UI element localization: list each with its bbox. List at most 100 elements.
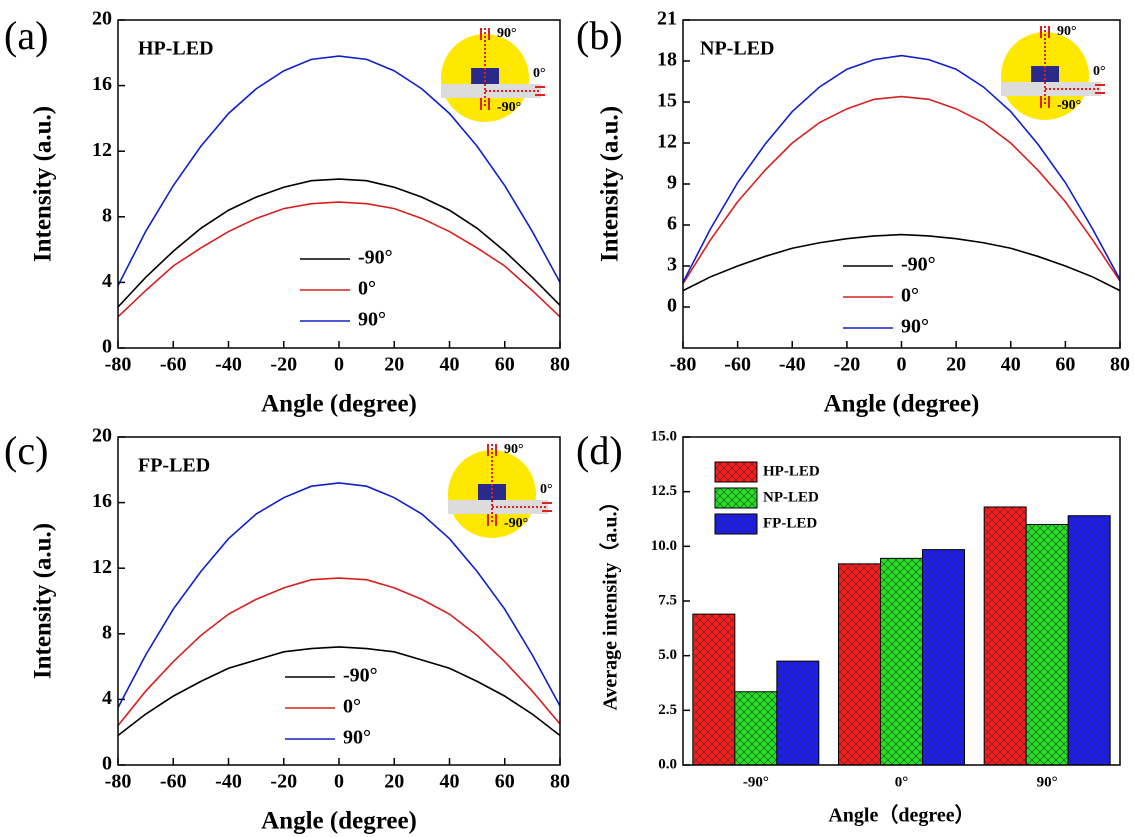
legend-label: 0°	[901, 285, 919, 307]
x-tick-label: 40	[440, 354, 460, 376]
inset-label: 90°	[1057, 24, 1077, 39]
y-tick-label: 4	[102, 687, 112, 709]
x-tick-label: -20	[270, 771, 297, 793]
y-tick-label: 0	[102, 753, 112, 775]
series-line	[682, 233, 1121, 292]
inset-label: 0°	[540, 482, 553, 497]
x-tick-label: -40	[215, 771, 242, 793]
y-tick-label: 20	[92, 8, 112, 30]
x-tick-label: 60	[495, 771, 515, 793]
plot-frame	[117, 436, 561, 766]
legend-label: 90°	[901, 316, 929, 338]
inset-label: -90°	[497, 100, 521, 115]
bar	[880, 557, 923, 766]
series-line	[682, 54, 1121, 283]
panel-label: (d)	[576, 428, 623, 473]
x-tick-label: 40	[1001, 354, 1021, 376]
x-tick-label: 20	[946, 354, 966, 376]
bar	[983, 506, 1027, 766]
bar	[776, 660, 820, 766]
chart-title: NP-LED	[700, 38, 774, 60]
y-tick-label: 12	[92, 139, 112, 161]
y-tick-label: 16	[92, 490, 112, 512]
y-tick-label: 0	[102, 336, 112, 358]
inset-label: 0°	[533, 66, 546, 81]
inset-label: 90°	[497, 26, 517, 41]
series-line	[117, 201, 561, 318]
chart-title: FP-LED	[138, 455, 210, 477]
series-line	[682, 95, 1121, 285]
legend-label: FP-LED	[763, 515, 817, 531]
x-tick-label: 40	[440, 771, 460, 793]
x-tick-label: 0°	[895, 774, 909, 790]
y-tick-label: 6	[667, 213, 677, 235]
inset-label: -90°	[504, 516, 528, 531]
y-axis-label: Intensity (a.u.)	[597, 106, 624, 262]
panel-label: (b)	[576, 13, 623, 58]
inset-label: 0°	[1093, 64, 1106, 79]
panel-label: (c)	[4, 428, 48, 473]
x-tick-label: 60	[495, 354, 515, 376]
series-line	[117, 646, 561, 737]
x-tick-label: 20	[384, 771, 404, 793]
inset-label: 90°	[504, 442, 524, 457]
y-tick-label: 0.0	[658, 756, 677, 772]
y-tick-label: 15.0	[651, 428, 677, 444]
bar	[838, 563, 881, 766]
x-tick-label: 90°	[1037, 774, 1058, 790]
legend-label: 0°	[343, 696, 361, 718]
y-tick-label: 18	[657, 49, 677, 71]
bar	[1067, 515, 1111, 766]
bar	[734, 691, 778, 766]
x-tick-label: -20	[270, 354, 297, 376]
x-tick-label: -60	[160, 771, 187, 793]
series-line	[117, 577, 561, 727]
plot-frame	[682, 436, 1121, 766]
x-tick-label: 0	[897, 354, 907, 376]
y-tick-label: 7.5	[658, 592, 677, 608]
x-tick-label: -60	[160, 354, 187, 376]
y-tick-label: 21	[657, 8, 677, 30]
bar	[922, 549, 965, 766]
y-tick-label: 3	[667, 254, 677, 276]
y-axis-label: Average intensity（a.u.）	[599, 491, 622, 710]
inset-label: -90°	[1057, 98, 1081, 113]
y-tick-label: 20	[92, 425, 112, 447]
x-axis-label: Angle (degree)	[824, 391, 980, 418]
legend-swatch	[714, 513, 758, 535]
y-tick-label: 5.0	[658, 647, 677, 663]
x-tick-label: -40	[215, 354, 242, 376]
x-tick-label: -80	[105, 354, 132, 376]
x-axis-label: Angle (degree)	[261, 391, 417, 418]
y-axis-label: Intensity (a.u.)	[30, 106, 57, 262]
legend-label: 90°	[358, 309, 386, 331]
chart-title: HP-LED	[138, 38, 214, 60]
legend-label: NP-LED	[763, 489, 819, 505]
legend-label: -90°	[343, 665, 378, 687]
legend-swatch	[714, 487, 758, 509]
x-tick-label: 80	[550, 771, 570, 793]
x-tick-label: -80	[670, 354, 697, 376]
plot-frame	[682, 19, 1121, 349]
y-tick-label: 9	[667, 172, 677, 194]
legend-label: -90°	[358, 247, 393, 269]
x-tick-label: 60	[1055, 354, 1075, 376]
x-tick-label: 80	[550, 354, 570, 376]
series-line	[117, 482, 561, 708]
series-line	[117, 55, 561, 287]
y-tick-label: 2.5	[658, 702, 677, 718]
y-tick-label: 15	[657, 90, 677, 112]
y-tick-label: 8	[102, 621, 112, 643]
x-axis-label: Angle（degree）	[828, 804, 974, 827]
legend-label: 90°	[343, 727, 371, 749]
x-tick-label: -90°	[743, 774, 769, 790]
plot-frame	[117, 19, 561, 349]
y-tick-label: 8	[102, 204, 112, 226]
x-tick-label: 20	[384, 354, 404, 376]
legend-label: HP-LED	[763, 463, 820, 479]
series-line	[117, 178, 561, 308]
legend-label: 0°	[358, 278, 376, 300]
x-tick-label: -80	[105, 771, 132, 793]
panel-label: (a)	[4, 13, 48, 58]
x-tick-label: 80	[1110, 354, 1130, 376]
